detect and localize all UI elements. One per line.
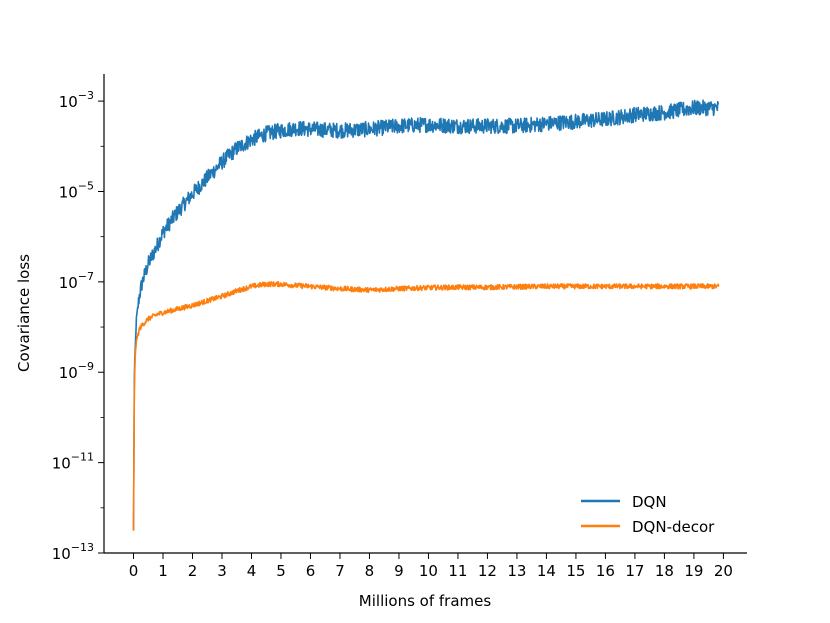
y-tick-label: 10−9 — [59, 360, 94, 382]
legend-entry-dqn: DQN — [581, 493, 667, 511]
y-tick-label: 10−5 — [59, 179, 94, 201]
x-tick-label: 2 — [188, 562, 198, 580]
x-tick-label: 3 — [217, 562, 227, 580]
x-tick-label: 4 — [247, 562, 257, 580]
y-tick-label: 10−7 — [59, 270, 94, 292]
x-tick-label: 1 — [158, 562, 168, 580]
y-tick-label: 10−11 — [52, 451, 94, 473]
series-line-dqn — [132, 99, 720, 530]
legend: DQN DQN-decor — [581, 493, 715, 536]
x-tick-label: 15 — [566, 562, 585, 580]
x-axis-ticks: 0 1 2 3 4 5 6 7 8 9 10 11 12 13 14 15 16 17 18 19 20 — [129, 553, 733, 580]
x-tick-label: 11 — [448, 562, 467, 580]
x-tick-label: 13 — [507, 562, 526, 580]
x-tick-label: 9 — [394, 562, 404, 580]
series-line-dqn-decor — [132, 280, 720, 531]
y-tick-label: 10−13 — [52, 541, 94, 563]
x-tick-label: 0 — [129, 562, 139, 580]
x-tick-label: 8 — [365, 562, 375, 580]
y-tick-label: 10−3 — [59, 89, 94, 111]
y-axis-ticks: 10−13 10−11 10−9 10−7 10−5 10−3 — [52, 89, 104, 563]
legend-entry-dqn-decor: DQN-decor — [581, 518, 715, 536]
x-axis-label: Millions of frames — [359, 592, 492, 610]
x-tick-label: 12 — [478, 562, 497, 580]
x-tick-label: 18 — [655, 562, 674, 580]
x-tick-label: 20 — [714, 562, 733, 580]
y-axis-label: Covariance loss — [15, 254, 33, 372]
x-tick-label: 10 — [419, 562, 438, 580]
x-tick-label: 17 — [625, 562, 644, 580]
x-tick-label: 14 — [537, 562, 556, 580]
x-tick-label: 19 — [684, 562, 703, 580]
series-layer — [132, 99, 720, 531]
legend-label-dqn-decor: DQN-decor — [632, 518, 715, 536]
plot-area: 0 1 2 3 4 5 6 7 8 9 10 11 12 13 14 15 16 17 18 19 20 10−1310… — [52, 74, 747, 580]
x-tick-label: 16 — [596, 562, 615, 580]
legend-label-dqn: DQN — [632, 493, 667, 511]
x-tick-label: 6 — [306, 562, 316, 580]
x-tick-label: 7 — [335, 562, 345, 580]
x-tick-label: 5 — [276, 562, 286, 580]
